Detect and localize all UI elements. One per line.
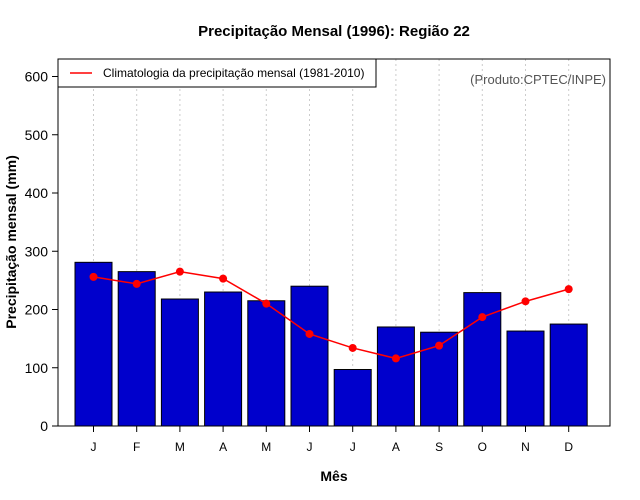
bar-series (74, 261, 588, 427)
x-tick-label-11: N (521, 440, 530, 454)
climatology-point-10 (478, 313, 487, 322)
y-tick-label-0: 0 (40, 418, 48, 434)
x-tick-label-2: F (133, 440, 140, 454)
bar-d-12 (549, 323, 588, 427)
x-tick-label-7: J (350, 440, 356, 454)
bar-m-5 (247, 300, 286, 427)
y-tick-label-400: 400 (25, 185, 49, 201)
x-tick-label-4: A (219, 440, 227, 454)
y-tick-label-300: 300 (25, 243, 49, 259)
climatology-point-12 (564, 285, 573, 294)
x-tick-label-10: O (478, 440, 487, 454)
y-axis: 0 100 200 300 400 500 600 (25, 69, 58, 434)
climatology-point-8 (391, 354, 400, 363)
climatology-series (89, 267, 573, 363)
y-tick-label-500: 500 (25, 127, 49, 143)
climatology-point-7 (348, 343, 357, 352)
climatology-point-11 (521, 297, 530, 306)
climatology-point-4 (219, 274, 228, 283)
x-tick-label-9: S (435, 440, 443, 454)
climatology-point-6 (305, 329, 314, 338)
bar-j-7 (333, 368, 372, 427)
legend-label: Climatologia da precipitação mensal (198… (103, 66, 364, 80)
y-tick-label-200: 200 (25, 302, 49, 318)
x-tick-label-1: J (91, 440, 97, 454)
x-tick-label-5: M (261, 440, 271, 454)
climatology-point-9 (435, 341, 444, 350)
bar-n-11 (506, 330, 545, 427)
product-credit: (Produto:CPTEC/INPE) (470, 72, 606, 87)
legend: Climatologia da precipitação mensal (198… (57, 58, 377, 88)
climatology-point-5 (262, 299, 271, 308)
bar-m-3 (160, 298, 199, 427)
bar-j-1 (74, 261, 113, 427)
y-tick-label-100: 100 (25, 360, 49, 376)
bar-j-6 (290, 285, 329, 427)
climatology-point-1 (89, 272, 98, 281)
bar-a-8 (376, 326, 415, 427)
x-tick-label-8: A (392, 440, 400, 454)
chart-title: Precipitação Mensal (1996): Região 22 (198, 23, 470, 40)
x-tick-label-6: J (307, 440, 313, 454)
y-tick-label-600: 600 (25, 69, 49, 85)
climatology-point-3 (175, 267, 184, 276)
bar-f-2 (117, 271, 156, 427)
bar-a-4 (204, 291, 243, 427)
y-axis-title: Precipitação mensal (mm) (3, 155, 19, 329)
legend-box (57, 58, 377, 88)
x-tick-label-3: M (175, 440, 185, 454)
climatology-point-2 (132, 279, 141, 288)
x-tick-label-12: D (564, 440, 573, 454)
climatology-line (93, 270, 569, 360)
x-axis-title: Mês (320, 468, 347, 484)
